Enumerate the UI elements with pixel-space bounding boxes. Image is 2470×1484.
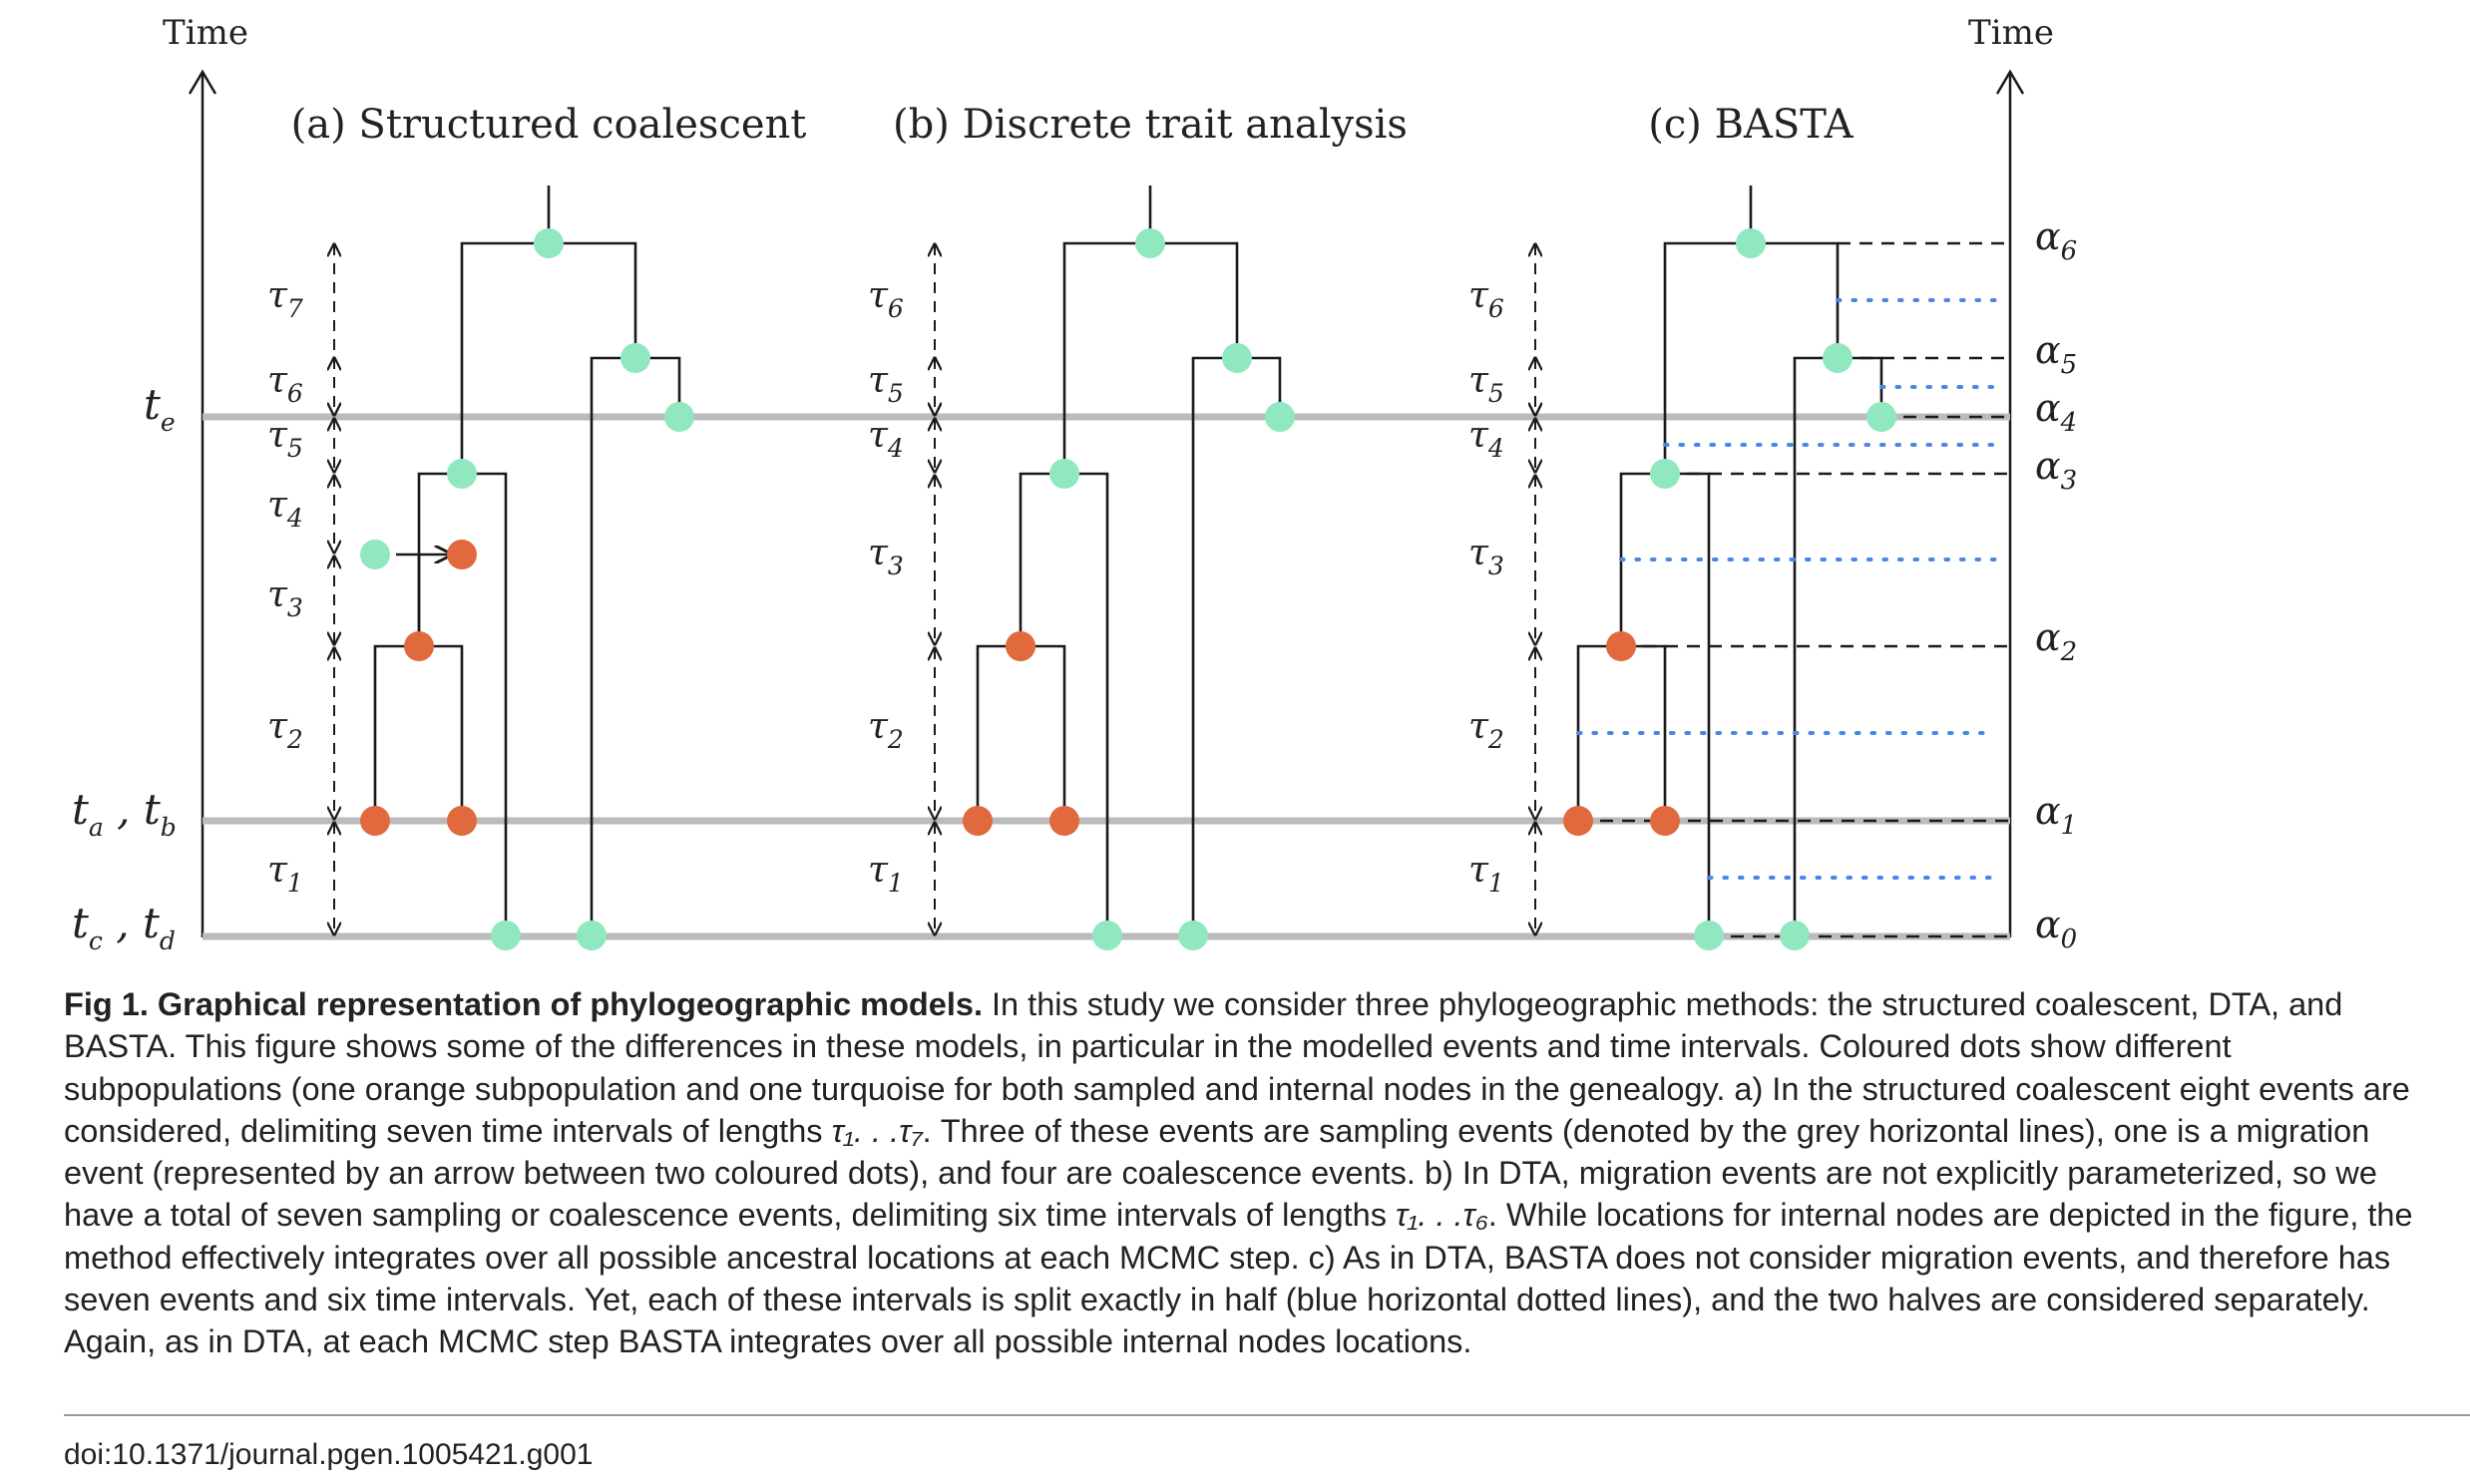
orange-node xyxy=(1006,631,1035,661)
time-axis-right: Time xyxy=(1968,13,2054,937)
orange-node xyxy=(1606,631,1636,661)
alpha-label: α1 xyxy=(2035,789,2077,841)
turquoise-node xyxy=(1650,459,1680,489)
alpha-label: α2 xyxy=(2035,615,2077,667)
panel-c-title: (c) BASTA xyxy=(1648,102,1854,148)
tau-label: τ5 xyxy=(868,360,904,408)
orange-node xyxy=(1650,806,1680,836)
label-ta-tb: ta , tb xyxy=(72,785,177,842)
tau-label: τ6 xyxy=(267,360,303,408)
caption-tau-range-1: τ₁. . .τ₇ xyxy=(831,1112,923,1149)
turquoise-node xyxy=(1135,228,1165,258)
tau-label: τ1 xyxy=(868,850,904,898)
alpha-label: α6 xyxy=(2035,214,2077,266)
turquoise-node xyxy=(1866,402,1896,432)
tau-label: τ1 xyxy=(267,850,303,898)
turquoise-node xyxy=(534,228,564,258)
panel-a-title: (a) Structured coalescent xyxy=(291,102,807,148)
turquoise-node xyxy=(1265,402,1295,432)
turquoise-node xyxy=(1694,921,1724,950)
tau-label: τ6 xyxy=(1468,275,1504,323)
tau-label: τ7 xyxy=(267,275,303,323)
turquoise-node xyxy=(360,540,390,569)
tau-label: τ2 xyxy=(1468,706,1504,754)
time-axis-right-label: Time xyxy=(1968,13,2054,53)
panel-b-nodes xyxy=(963,228,1295,950)
time-axis-left-label: Time xyxy=(163,13,248,53)
tau-label: τ3 xyxy=(1468,533,1504,580)
tau-label: τ2 xyxy=(267,706,303,754)
caption-body-2: . Three of these events are sampling eve… xyxy=(64,1112,2377,1234)
time-axis-left: Time xyxy=(163,13,248,937)
tau-label: τ3 xyxy=(267,574,303,622)
alpha-label: α3 xyxy=(2035,444,2077,496)
panel-c-midpoint-lines xyxy=(1576,298,1997,880)
tau-labels-panel-c: τ6 τ5 τ4 τ3 τ2 τ1 xyxy=(1468,275,1504,898)
tau-label: τ1 xyxy=(1468,850,1504,898)
turquoise-node xyxy=(447,459,477,489)
panel-c-nodes xyxy=(1563,228,1896,950)
tau-label: τ5 xyxy=(267,415,303,463)
tau-label: τ2 xyxy=(868,706,904,754)
tau-label: τ5 xyxy=(1468,360,1504,408)
turquoise-node xyxy=(1823,343,1852,373)
alpha-labels: α6 α5 α4 α3 α2 α1 α0 xyxy=(2035,214,2077,954)
phylogeographic-models-figure: Time Time te ta , tb tc , td (a) Structu… xyxy=(72,13,2077,955)
sampling-time-labels: te ta , tb tc , td xyxy=(72,380,177,955)
label-te: te xyxy=(144,380,176,437)
tau-label: τ6 xyxy=(868,275,904,323)
orange-node xyxy=(963,806,993,836)
caption-title: Fig 1. Graphical representation of phylo… xyxy=(64,986,983,1022)
orange-node xyxy=(447,540,477,569)
tau-labels-panel-b: τ6 τ5 τ4 τ3 τ2 τ1 xyxy=(868,275,904,898)
turquoise-node xyxy=(1049,459,1079,489)
orange-node xyxy=(1563,806,1593,836)
tau-label: τ4 xyxy=(267,485,303,533)
orange-node xyxy=(404,631,434,661)
turquoise-node xyxy=(664,402,694,432)
panel-a-nodes xyxy=(360,228,694,950)
tau-label: τ4 xyxy=(868,415,904,463)
caption-body-1: In this study we consider three phylogeo… xyxy=(64,986,2410,1149)
tau-labels-panel-a: τ7 τ6 τ5 τ4 τ3 τ2 τ1 xyxy=(267,275,303,898)
turquoise-node xyxy=(620,343,650,373)
tau-label: τ4 xyxy=(1468,415,1504,463)
turquoise-node xyxy=(577,921,607,950)
orange-node xyxy=(360,806,390,836)
interval-arrows xyxy=(334,244,1535,934)
turquoise-node xyxy=(1780,921,1810,950)
caption-divider xyxy=(64,1414,2470,1416)
turquoise-node xyxy=(1222,343,1252,373)
orange-node xyxy=(1049,806,1079,836)
alpha-label: α5 xyxy=(2035,328,2077,380)
panel-b-title: (b) Discrete trait analysis xyxy=(893,102,1408,148)
doi-link[interactable]: doi:10.1371/journal.pgen.1005421.g001 xyxy=(64,1438,594,1471)
tau-label: τ3 xyxy=(868,533,904,580)
turquoise-node xyxy=(1736,228,1766,258)
turquoise-node xyxy=(1092,921,1122,950)
label-tc-td: tc , td xyxy=(72,899,176,955)
alpha-label: α4 xyxy=(2035,386,2077,438)
turquoise-node xyxy=(1178,921,1208,950)
caption-tau-range-2: τ₁. . .τ₆ xyxy=(1396,1197,1488,1234)
turquoise-node xyxy=(491,921,521,950)
caption-body-3: . While locations for internal nodes are… xyxy=(64,1197,2413,1360)
figure-caption: Fig 1. Graphical representation of phylo… xyxy=(64,983,2448,1363)
orange-node xyxy=(447,806,477,836)
alpha-label: α0 xyxy=(2035,903,2077,954)
